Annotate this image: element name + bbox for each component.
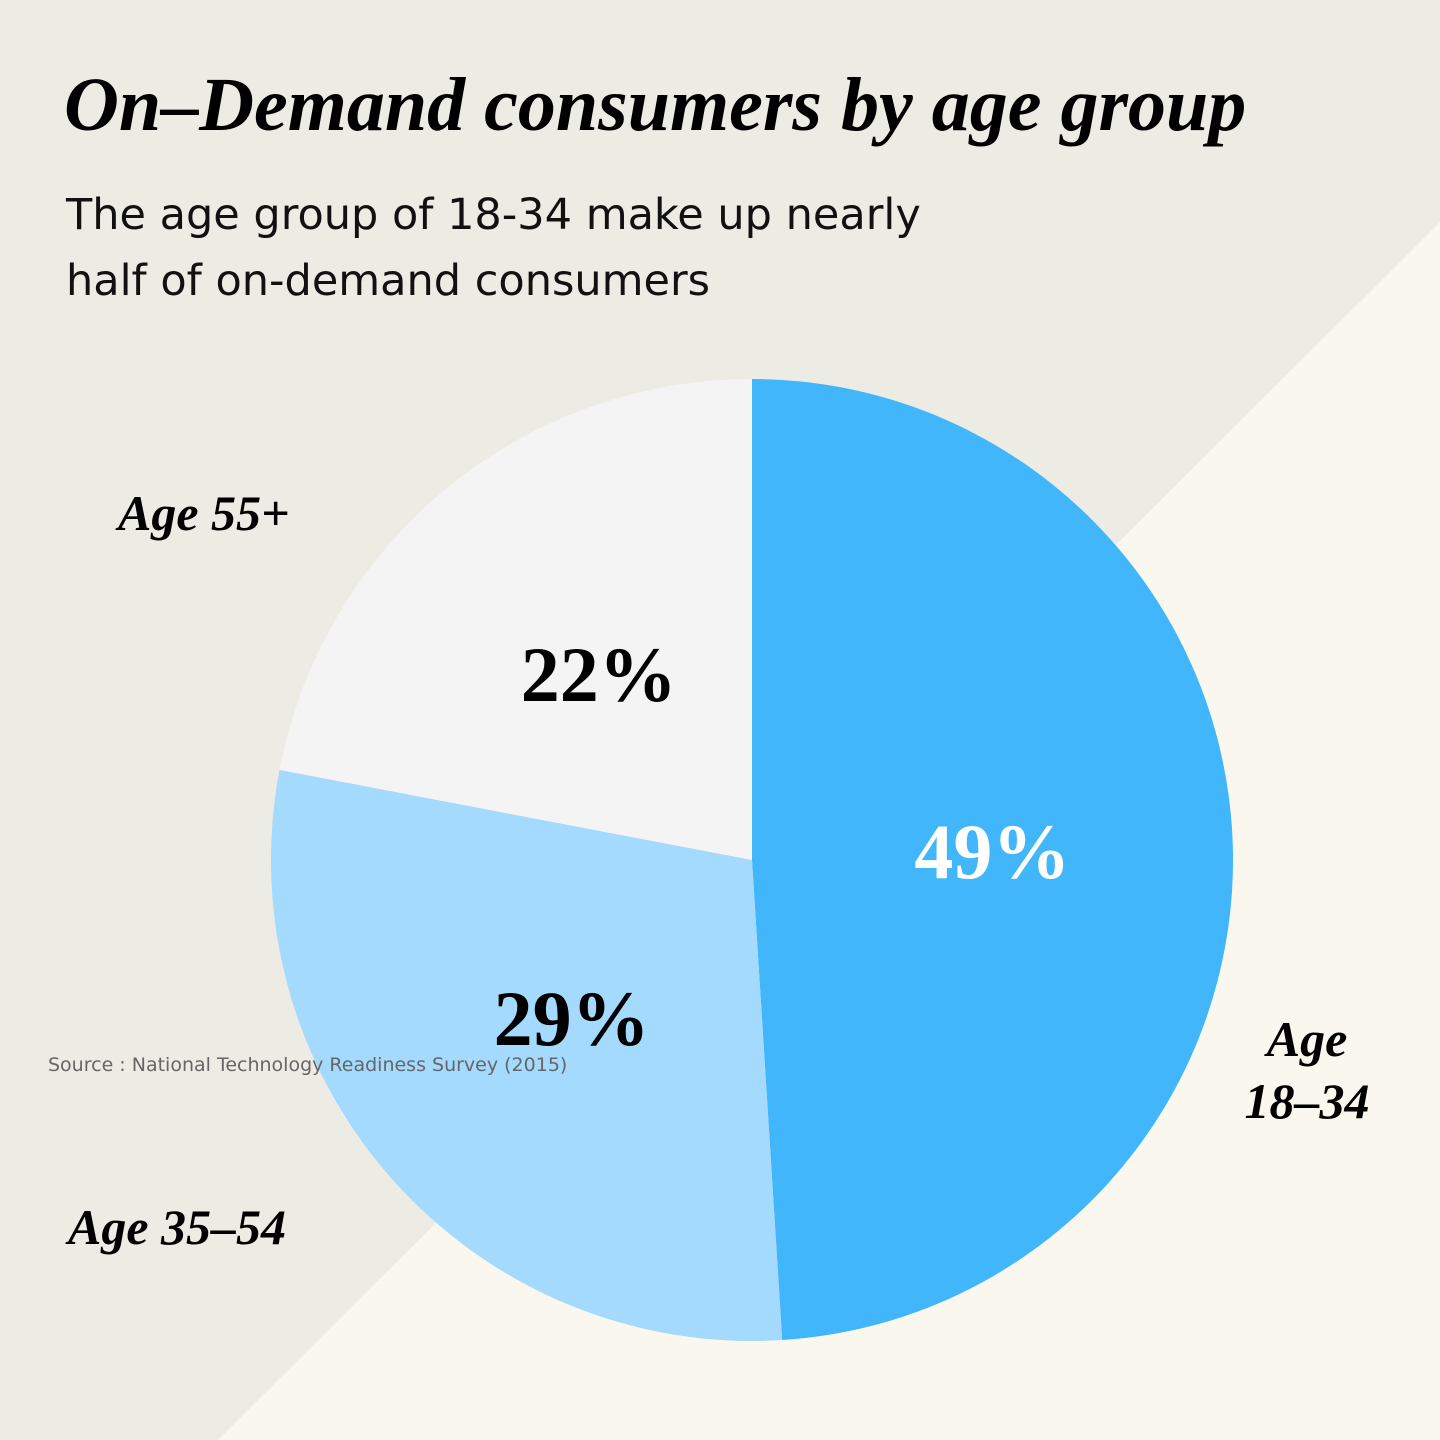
category-label: Age 55+ (118, 485, 290, 541)
source-note: Source : National Technology Readiness S… (48, 1054, 568, 1076)
chart-title: On–Demand consumers by age group (64, 63, 1247, 147)
pie-slice (279, 379, 752, 860)
value-label: 29% (493, 975, 650, 1063)
chart-subtitle: The age group of 18-34 make up nearly ha… (66, 190, 921, 306)
pie-slice (752, 379, 1233, 1341)
pie (270, 379, 1233, 1342)
category-label: Age 18–34 (1244, 1011, 1370, 1129)
pie-slice (270, 769, 783, 1342)
value-label: 22% (520, 630, 677, 718)
value-label: 49% (914, 808, 1071, 896)
category-label: Age 35–54 (68, 1199, 287, 1255)
